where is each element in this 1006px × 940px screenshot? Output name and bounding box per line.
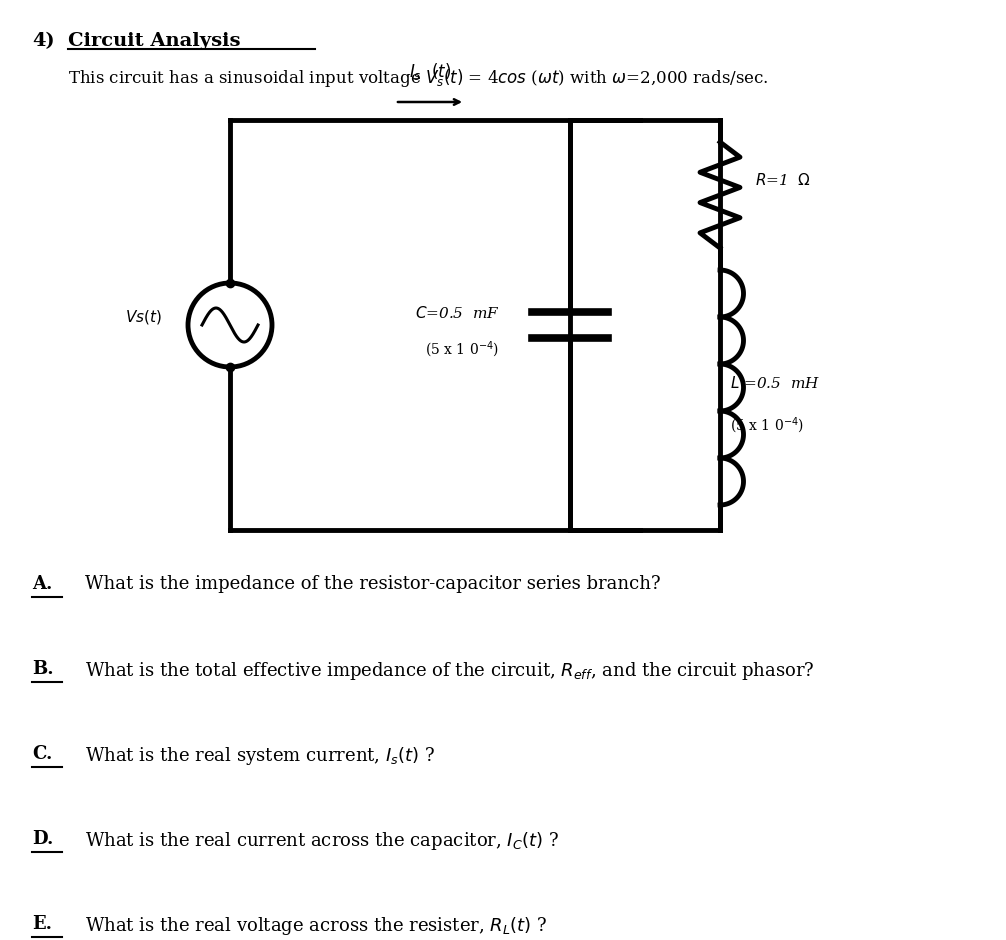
Text: $I_s$  $(t)$: $I_s$ $(t)$ bbox=[409, 61, 451, 82]
Text: C.: C. bbox=[32, 745, 52, 763]
Text: What is the impedance of the resistor-capacitor series branch?: What is the impedance of the resistor-ca… bbox=[85, 575, 661, 593]
Text: What is the real current across the capacitor, $I_C(t)$ ?: What is the real current across the capa… bbox=[85, 830, 559, 852]
Text: What is the real voltage across the resister, $R_L(t)$ ?: What is the real voltage across the resi… bbox=[85, 915, 547, 937]
Text: Circuit Analysis: Circuit Analysis bbox=[68, 32, 240, 50]
Text: This circuit has a sinusoidal input voltage $V_s(t)$ = 4$\it{cos}$ ($\omega t$) : This circuit has a sinusoidal input volt… bbox=[68, 67, 769, 89]
Text: What is the real system current, $I_s(t)$ ?: What is the real system current, $I_s(t)… bbox=[85, 745, 436, 767]
Text: D.: D. bbox=[32, 830, 53, 848]
Text: A.: A. bbox=[32, 575, 52, 593]
Text: What is the total effective impedance of the circuit, $R_{\it{eff}}$, and the ci: What is the total effective impedance of… bbox=[85, 660, 815, 682]
Text: $L$ =0.5  mH: $L$ =0.5 mH bbox=[730, 374, 820, 390]
Text: $C$=0.5  mF: $C$=0.5 mF bbox=[415, 305, 500, 321]
Text: 4): 4) bbox=[32, 32, 54, 50]
Text: (5 x 1 0$^{-4}$): (5 x 1 0$^{-4}$) bbox=[425, 340, 499, 360]
Text: B.: B. bbox=[32, 660, 53, 678]
Text: E.: E. bbox=[32, 915, 52, 933]
Text: (5 x 1 0$^{-4}$): (5 x 1 0$^{-4}$) bbox=[730, 415, 804, 435]
Text: $Vs(t)$: $Vs(t)$ bbox=[125, 308, 162, 326]
Text: $R$=1  $\Omega$: $R$=1 $\Omega$ bbox=[754, 172, 811, 188]
